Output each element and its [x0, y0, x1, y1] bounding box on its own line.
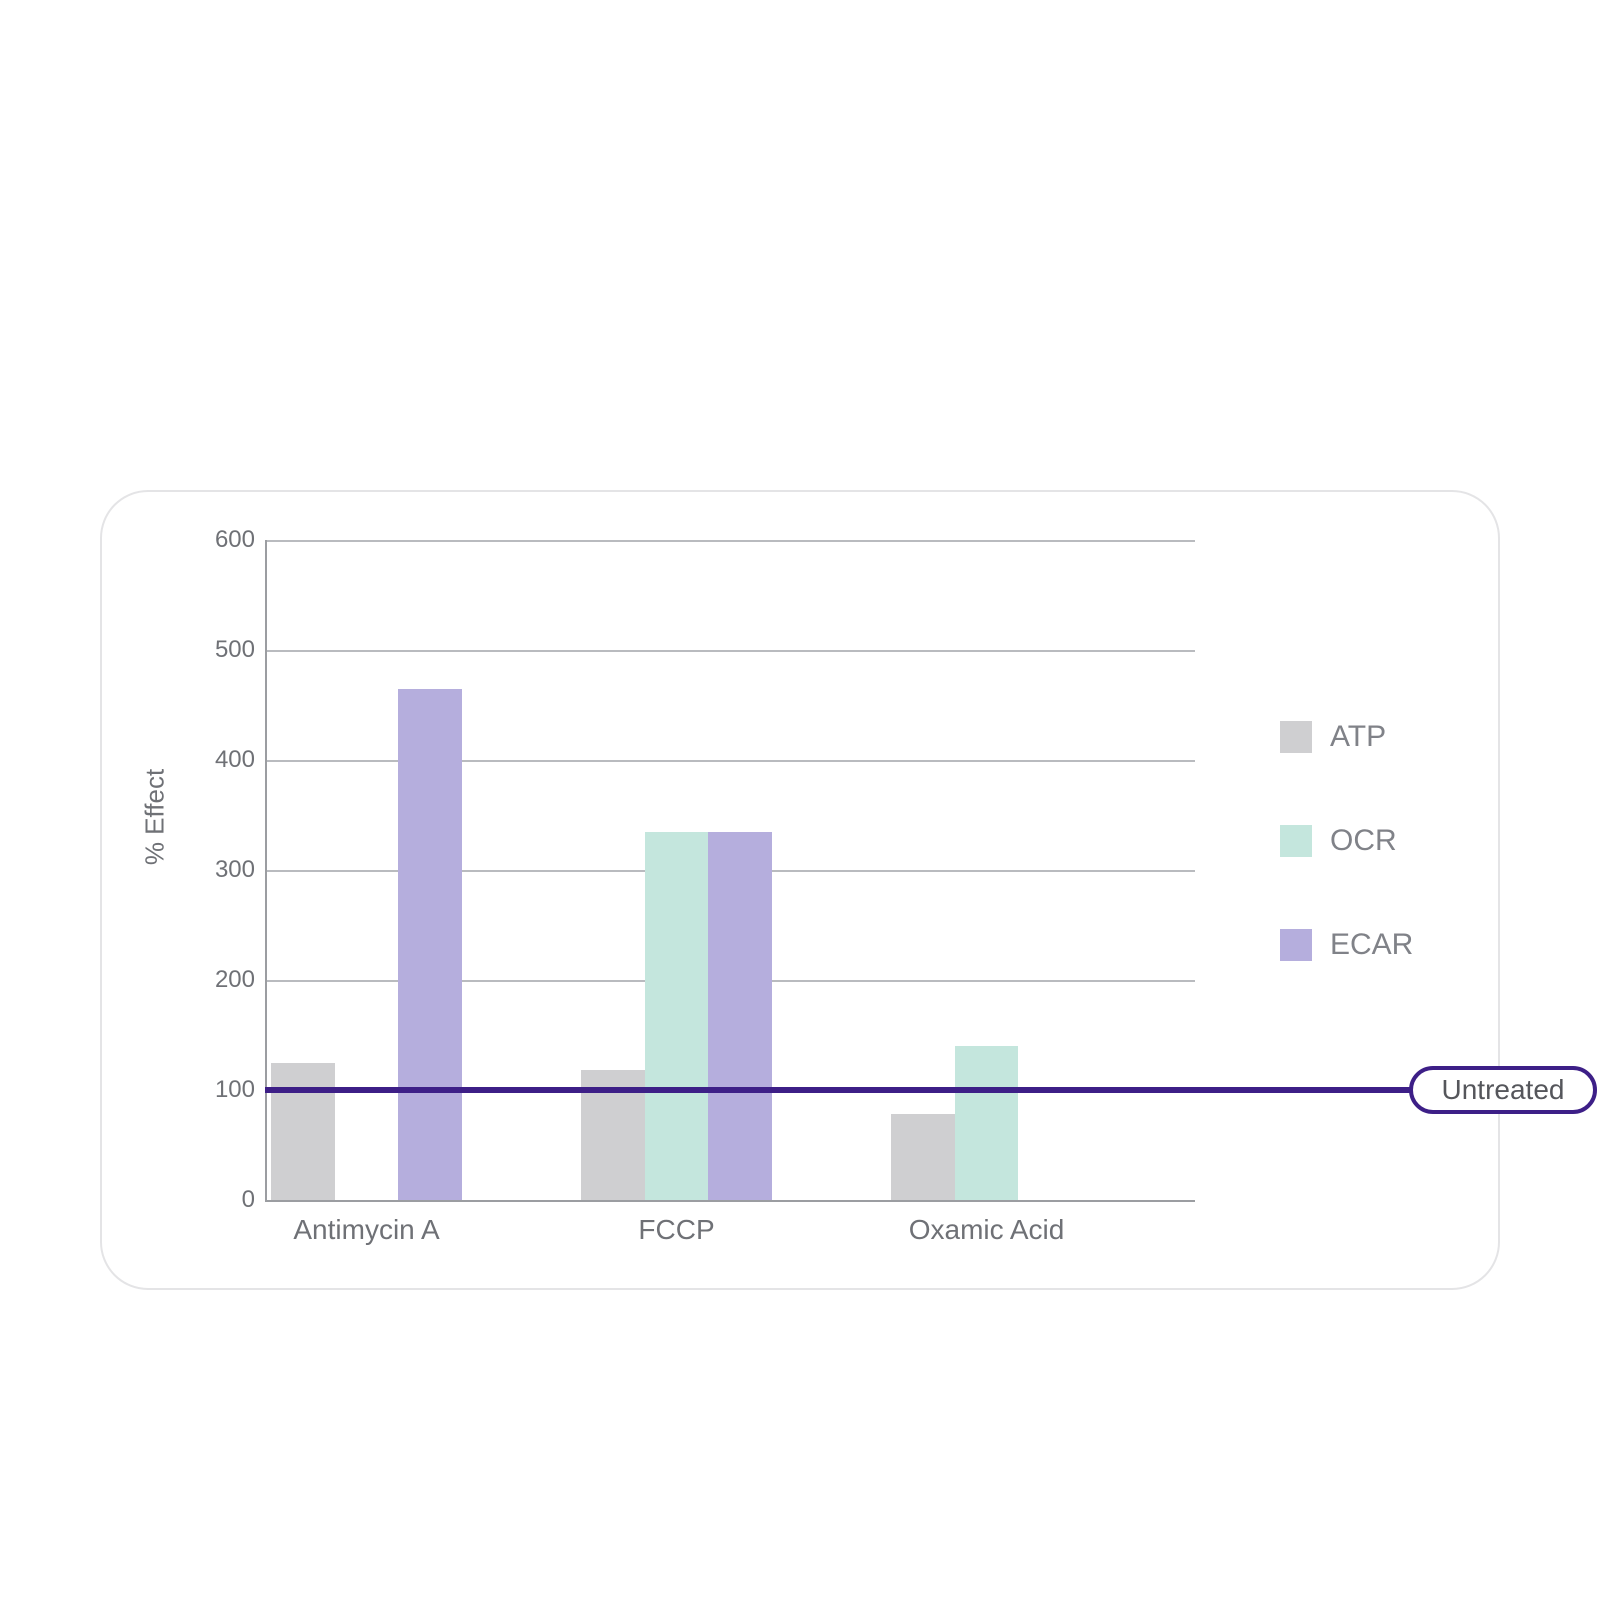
- legend-label: OCR: [1330, 824, 1397, 858]
- legend-label: ECAR: [1330, 928, 1413, 962]
- gridline: [265, 1200, 1195, 1202]
- bar-atp-antimycin-a: [271, 1063, 335, 1201]
- y-tick-label: 600: [195, 526, 255, 554]
- reference-line: [265, 1087, 1415, 1093]
- x-tick-label: Oxamic Acid: [909, 1214, 1065, 1246]
- legend-label: ATP: [1330, 720, 1386, 754]
- legend-swatch: [1280, 825, 1312, 857]
- chart-stage: Untreated 0 100 200 300 400 500 600 Antimycin …: [0, 0, 1600, 1600]
- gridline: [265, 540, 1195, 542]
- bar-atp-oxamic-acid: [891, 1114, 955, 1200]
- y-axis-label: % Effect: [140, 769, 171, 865]
- legend-item-ecar: ECAR: [1280, 928, 1413, 962]
- bar-ocr-fccp: [645, 832, 709, 1201]
- y-axis-line: [265, 540, 267, 1200]
- bar-ocr-oxamic-acid: [955, 1046, 1019, 1200]
- y-tick-label: 500: [195, 636, 255, 664]
- y-tick-label: 0: [195, 1186, 255, 1214]
- bar-ecar-antimycin-a: [398, 689, 462, 1201]
- gridline: [265, 650, 1195, 652]
- x-tick-label: FCCP: [638, 1214, 714, 1246]
- legend-swatch: [1280, 929, 1312, 961]
- reference-badge: Untreated: [1409, 1066, 1597, 1114]
- x-tick-label: Antimycin A: [293, 1214, 439, 1246]
- bar-ecar-fccp: [708, 832, 772, 1201]
- legend-item-ocr: OCR: [1280, 824, 1413, 858]
- y-tick-label: 300: [195, 856, 255, 884]
- plot-area: Untreated: [265, 540, 1195, 1200]
- y-tick-label: 200: [195, 966, 255, 994]
- legend-item-atp: ATP: [1280, 720, 1413, 754]
- legend: ATP OCR ECAR: [1280, 720, 1413, 962]
- y-tick-label: 400: [195, 746, 255, 774]
- y-tick-label: 100: [195, 1076, 255, 1104]
- legend-swatch: [1280, 721, 1312, 753]
